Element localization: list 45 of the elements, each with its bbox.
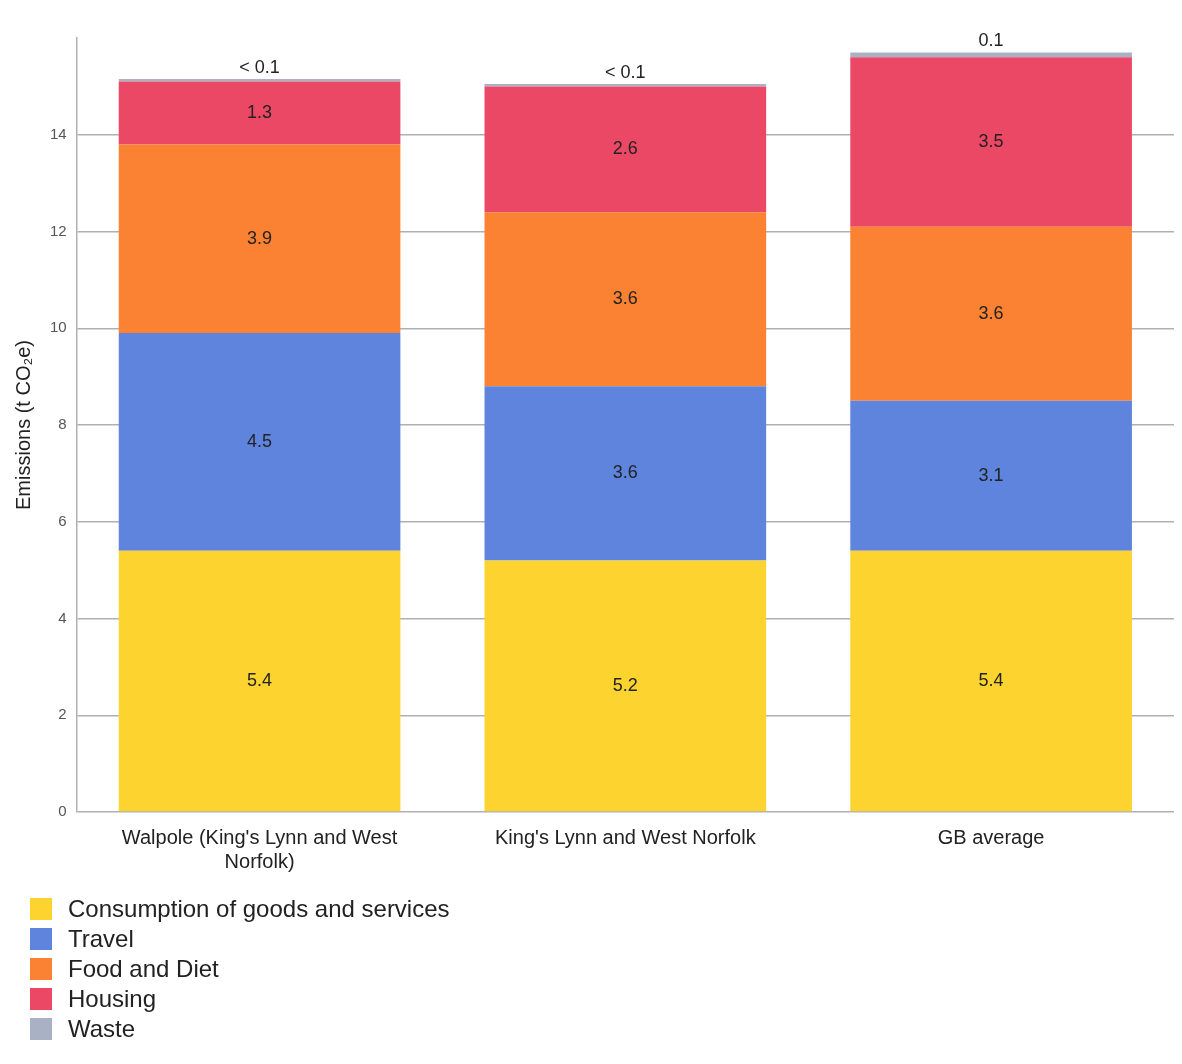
data-label: 0.1 — [978, 30, 1004, 51]
legend-label: Consumption of goods and services — [68, 894, 450, 924]
y-tick-label: 6 — [58, 511, 67, 529]
data-label: 3.5 — [978, 130, 1004, 151]
bar — [850, 550, 1132, 812]
y-tick-label: 2 — [58, 705, 67, 723]
data-label: 5.4 — [978, 669, 1004, 690]
bar — [850, 57, 1132, 227]
data-label: 4.5 — [247, 430, 273, 451]
bar — [850, 226, 1132, 401]
bar — [484, 212, 767, 387]
data-label: 3.9 — [247, 227, 273, 248]
bar — [118, 79, 401, 82]
data-label: 5.4 — [247, 669, 273, 690]
y-tick-label: 10 — [50, 318, 67, 336]
y-axis-title: Emissions (t CO₂e) — [11, 339, 34, 511]
data-label: 3.6 — [612, 288, 638, 309]
y-tick-label: 12 — [50, 221, 67, 239]
bar — [118, 333, 401, 551]
bar — [118, 81, 401, 145]
data-label: 3.6 — [978, 302, 1004, 323]
legend-label: Waste — [68, 1014, 136, 1044]
legend-label: Travel — [68, 924, 134, 954]
y-tick-label: 0 — [58, 802, 67, 820]
x-tick-label: Walpole (King's Lynn and West Norfolk) — [121, 825, 398, 872]
legend-label: Food and Diet — [68, 954, 219, 984]
data-label: < 0.1 — [605, 61, 646, 82]
data-label: < 0.1 — [239, 57, 280, 78]
data-label: 3.1 — [978, 464, 1004, 485]
data-label: 3.6 — [612, 462, 638, 483]
y-tick-label: 8 — [58, 415, 67, 433]
bar — [484, 560, 767, 812]
bar — [850, 400, 1132, 551]
data-label: 5.2 — [612, 674, 638, 695]
legend-label: Housing — [68, 984, 157, 1014]
bar — [484, 86, 767, 213]
bar — [118, 144, 401, 334]
x-tick-label: King's Lynn and West Norfolk — [495, 825, 757, 848]
bar — [484, 386, 767, 561]
x-tick-label: GB average — [937, 825, 1045, 848]
y-tick-label: 14 — [50, 124, 67, 142]
y-tick-label: 4 — [58, 608, 67, 626]
data-label: 1.3 — [247, 101, 273, 122]
bar — [118, 550, 401, 812]
data-label: 2.6 — [612, 138, 638, 159]
